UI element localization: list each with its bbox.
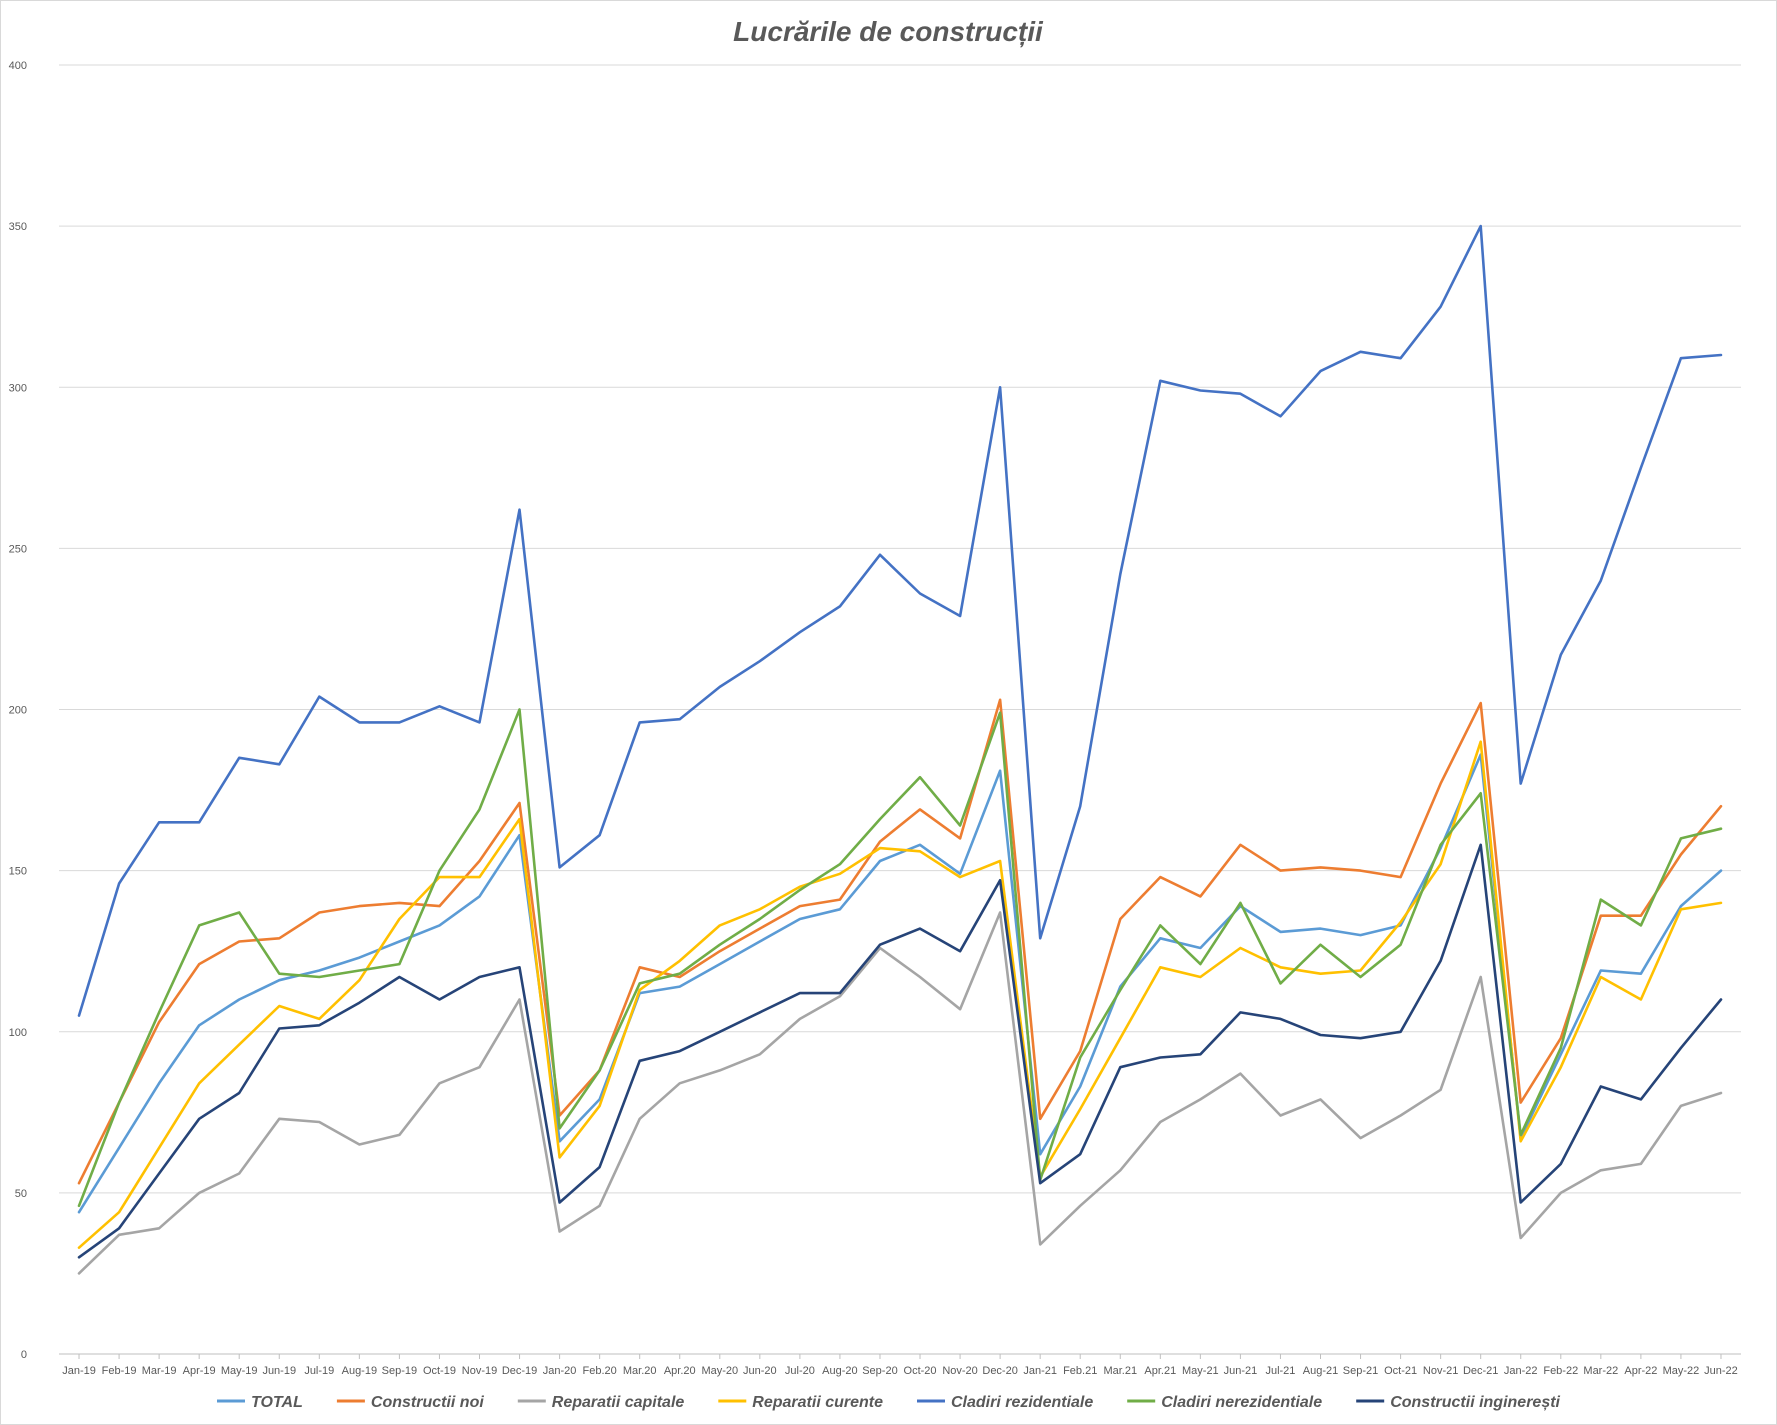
x-tick-label: Jun-22 [1704,1365,1738,1377]
y-tick-label: 150 [9,866,27,878]
y-tick-label: 250 [9,543,27,555]
series-line-4 [77,224,1723,1017]
x-tick-label: Mar-19 [142,1365,177,1377]
x-tick-label: Mar-22 [1583,1365,1618,1377]
x-tick-label: Oct-19 [423,1365,456,1377]
x-tick-label: Jan-21 [1023,1365,1057,1377]
x-tick-label: Nov-21 [1423,1365,1458,1377]
x-tick-label: May-20 [701,1365,738,1377]
y-axis-ticks: 0 50 100 150 200 250 300 350 400 [9,60,27,1361]
x-tick-label: Jul-21 [1265,1365,1295,1377]
x-tick-label: Aug-21 [1303,1365,1338,1377]
x-tick-label: Dec-21 [1463,1365,1498,1377]
y-tick-label: 300 [9,382,27,394]
legend: TOTAL Constructii noi Reparatii capitale Re… [217,1394,1561,1411]
series-lines [77,224,1723,1275]
x-tick-label: Oct-20 [904,1365,937,1377]
x-tick-label: Jan-20 [543,1365,577,1377]
x-tick-label: Sep-20 [862,1365,897,1377]
legend-label: Constructii noi [371,1394,484,1411]
x-tick-label: Jun-21 [1224,1365,1258,1377]
legend-item: Constructii inginerești [1356,1394,1561,1411]
x-tick-label: May-19 [221,1365,258,1377]
legend-item: Reparatii curente [718,1394,883,1411]
x-tick-label: Nov-20 [942,1365,977,1377]
x-tick-label: Jun-20 [743,1365,777,1377]
x-tick-label: Feb-19 [102,1365,137,1377]
legend-label: Reparatii capitale [552,1394,685,1411]
x-tick-label: Sep-19 [382,1365,417,1377]
x-tick-label: Jan-19 [62,1365,96,1377]
series-line-5 [77,708,1723,1208]
legend-label: Cladiri nerezidentiale [1161,1394,1322,1411]
x-tick-label: Feb.20 [583,1365,617,1377]
legend-item: Reparatii capitale [517,1394,685,1411]
legend-label: Cladiri rezidentiale [951,1394,1093,1411]
x-tick-label: Dec-19 [502,1365,537,1377]
legend-label: TOTAL [251,1394,303,1411]
y-tick-label: 200 [9,705,27,717]
series-line-0 [77,753,1723,1214]
x-tick-label: Mar.20 [623,1365,657,1377]
series-line-6 [77,843,1723,1259]
x-tick-label: Apr-19 [183,1365,216,1377]
series-line-1 [77,698,1723,1185]
x-tick-label: Jun-19 [262,1365,296,1377]
legend-item: TOTAL [217,1394,303,1411]
x-tick-label: Apr.21 [1144,1365,1176,1377]
y-tick-label: 100 [9,1027,27,1039]
legend-label: Reparatii curente [752,1394,883,1411]
y-tick-label: 350 [9,221,27,233]
x-tick-label: Apr-22 [1624,1365,1657,1377]
legend-item: Cladiri rezidentiale [917,1394,1093,1411]
x-tick-label: Aug-20 [822,1365,857,1377]
x-tick-label: May-21 [1182,1365,1219,1377]
y-tick-label: 0 [21,1349,27,1361]
y-tick-label: 400 [9,60,27,72]
x-tick-label: Dec-20 [982,1365,1017,1377]
legend-label: Constructii inginerești [1390,1394,1560,1411]
x-tick-label: Feb-22 [1543,1365,1578,1377]
x-tick-label: Oct-21 [1384,1365,1417,1377]
series-line-2 [77,911,1723,1275]
x-tick-label: Aug-19 [342,1365,377,1377]
x-axis-ticks: Jan-19 Feb-19 Mar-19 Apr-19 May-19 Jun-19 Jul-… [62,1354,1738,1377]
legend-item: Constructii noi [336,1394,484,1411]
x-tick-label: Jul-19 [304,1365,334,1377]
x-tick-label: Feb.21 [1063,1365,1097,1377]
series-line-3 [77,740,1723,1249]
y-tick-label: 50 [15,1188,27,1200]
x-tick-label: May-22 [1663,1365,1700,1377]
x-tick-label: Mar.21 [1103,1365,1137,1377]
x-tick-label: Apr.20 [664,1365,696,1377]
x-tick-label: Sep-21 [1343,1365,1378,1377]
legend-item: Cladiri nerezidentiale [1127,1394,1322,1411]
x-tick-label: Jan-22 [1504,1365,1538,1377]
x-tick-label: Jul-20 [785,1365,815,1377]
x-tick-label: Nov-19 [462,1365,497,1377]
chart-title: Lucrările de construcții [733,16,1044,47]
